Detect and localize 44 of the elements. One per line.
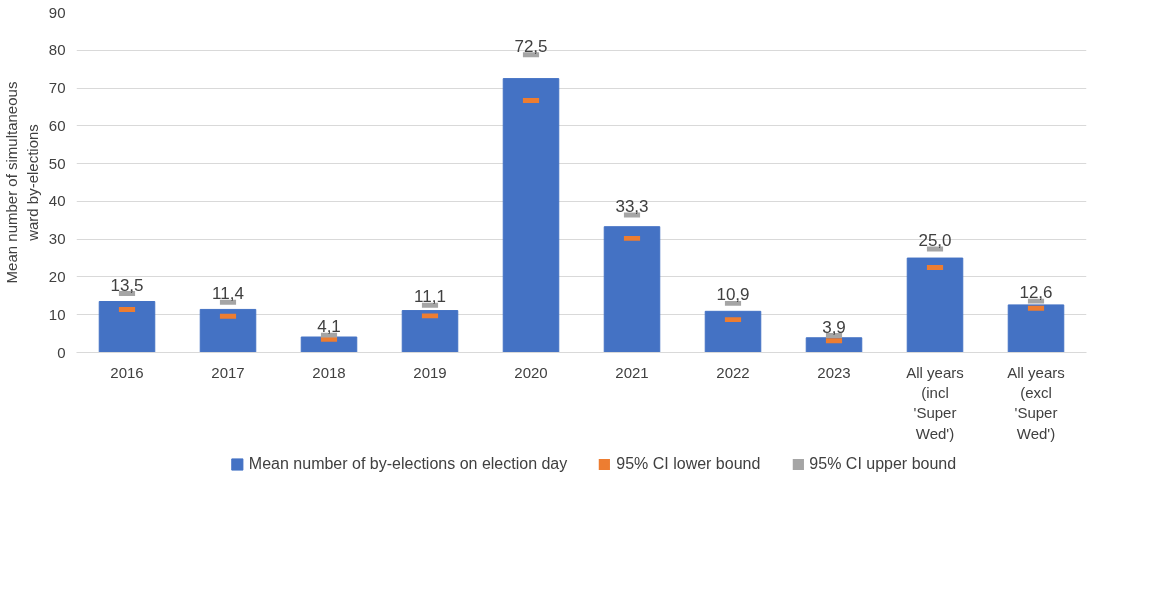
bar xyxy=(704,310,762,353)
x-tick-label: 2021 xyxy=(615,363,649,381)
y-axis-title: Mean number of simultaneous ward by-elections xyxy=(3,81,41,284)
data-label: 13,5 xyxy=(110,275,144,295)
x-tick-label: 2023 xyxy=(817,363,851,381)
legend-label: 95% CI upper bound xyxy=(809,455,957,473)
bar xyxy=(906,257,964,353)
bar xyxy=(805,337,863,353)
bar xyxy=(401,310,459,353)
legend-label: Mean number of by-elections on election day xyxy=(248,455,568,473)
data-label: 72,5 xyxy=(514,36,548,56)
bar xyxy=(603,226,661,353)
bar xyxy=(1007,304,1065,353)
y-tick-label: 80 xyxy=(48,41,66,59)
bar xyxy=(300,336,358,353)
y-tick-label: 20 xyxy=(48,267,66,285)
x-tick-label: 2020 xyxy=(514,363,548,381)
data-label: 3,9 xyxy=(822,317,846,337)
y-tick-label: 70 xyxy=(48,79,66,97)
data-label: 11,4 xyxy=(212,284,244,304)
y-tick-label: 60 xyxy=(48,116,66,134)
x-tick-label: All years (incl 'Super Wed') xyxy=(906,363,964,442)
y-tick-label: 90 xyxy=(48,3,66,21)
y-tick-label: 10 xyxy=(48,305,66,323)
bar xyxy=(98,301,156,353)
y-tick-label: 40 xyxy=(48,192,66,210)
data-label: 11,1 xyxy=(414,287,446,307)
y-tick-label: 30 xyxy=(48,230,66,248)
x-tick-label: 2017 xyxy=(211,363,245,381)
legend-label: 95% CI lower bound xyxy=(616,455,761,473)
y-tick-label: 0 xyxy=(57,343,66,361)
data-label: 4,1 xyxy=(317,317,341,337)
data-label: 25,0 xyxy=(918,230,952,250)
x-tick-label: 2018 xyxy=(312,363,346,381)
x-tick-label: 2019 xyxy=(413,363,447,381)
x-tick-label: 2022 xyxy=(716,363,750,381)
data-label: 33,3 xyxy=(615,196,649,216)
x-tick-label: All years (excl 'Super Wed') xyxy=(1007,363,1065,442)
y-tick-label: 50 xyxy=(48,154,66,172)
bar xyxy=(502,78,560,353)
data-label: 10,9 xyxy=(716,285,750,305)
bar xyxy=(199,308,257,353)
x-tick-label: 2016 xyxy=(110,363,144,381)
data-label: 12,6 xyxy=(1019,283,1053,303)
